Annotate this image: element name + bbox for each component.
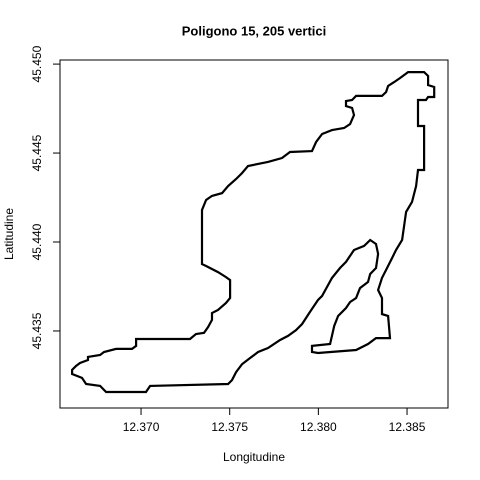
y-tick-label: 45.435 bbox=[30, 312, 44, 349]
chart-title: Poligono 15, 205 vertici bbox=[182, 23, 327, 38]
y-axis-label: Latitudine bbox=[2, 208, 16, 260]
polygon-outline bbox=[71, 71, 436, 394]
y-tick-label: 45.450 bbox=[30, 45, 44, 82]
x-tick-label: 12.385 bbox=[389, 420, 426, 434]
x-tick-label: 12.380 bbox=[300, 420, 337, 434]
y-tick-label: 45.440 bbox=[30, 223, 44, 260]
x-tick-label: 12.375 bbox=[211, 420, 248, 434]
x-axis-label: Longitudine bbox=[223, 450, 285, 464]
x-tick-label: 12.370 bbox=[123, 420, 160, 434]
y-tick-label: 45.445 bbox=[30, 134, 44, 171]
